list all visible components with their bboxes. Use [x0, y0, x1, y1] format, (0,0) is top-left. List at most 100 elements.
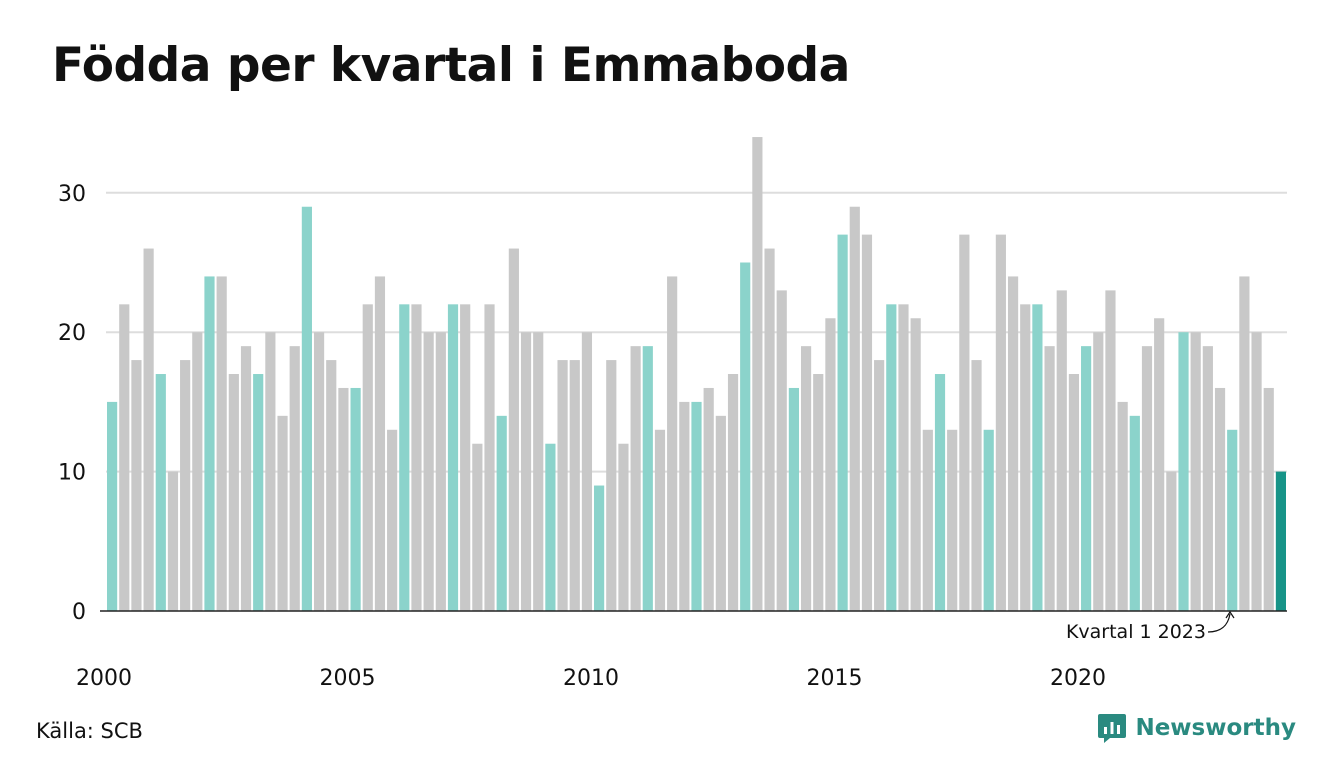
bar [1105, 290, 1116, 611]
bar [679, 401, 690, 611]
bar [1068, 374, 1080, 611]
bar [569, 360, 580, 611]
bar [484, 304, 495, 611]
bar [1275, 471, 1286, 611]
newsworthy-logo-icon [1098, 714, 1127, 743]
bar [313, 332, 325, 611]
x-tick-label: 2020 [1050, 666, 1106, 691]
bar [642, 346, 653, 611]
y-tick-label: 10 [58, 461, 86, 486]
bar [289, 346, 300, 611]
bar [1007, 276, 1019, 611]
bar [362, 304, 373, 611]
annotation-arrowhead [1225, 610, 1235, 619]
bar [387, 429, 398, 611]
bar [447, 304, 459, 611]
bar [1020, 304, 1031, 611]
bar [1263, 387, 1274, 611]
bar [1141, 346, 1153, 611]
bar [837, 234, 848, 611]
bar [1056, 290, 1067, 611]
bar [472, 443, 483, 611]
bar [1239, 276, 1250, 611]
bar [338, 387, 349, 611]
bar [496, 415, 507, 611]
bar [849, 206, 860, 612]
bar [606, 360, 617, 611]
bar [581, 332, 593, 611]
y-axis: 0 10 20 30 [58, 182, 86, 625]
bars [107, 137, 1286, 612]
bar [898, 304, 909, 611]
bar [703, 387, 714, 611]
bar [1129, 415, 1140, 611]
bar [167, 471, 179, 611]
bar [1044, 346, 1055, 611]
bar [983, 429, 994, 611]
annotation: Kvartal 1 2023 [1066, 610, 1235, 643]
bar [533, 332, 544, 611]
bar [691, 401, 702, 611]
bar [947, 429, 958, 611]
bar [1202, 346, 1213, 611]
bar [1251, 332, 1262, 611]
bar [727, 374, 739, 611]
bar [228, 374, 239, 611]
bar [119, 304, 130, 611]
bar [326, 360, 337, 611]
x-tick-label: 2005 [320, 666, 376, 691]
bar [1214, 387, 1226, 611]
bar [435, 332, 446, 611]
bar [192, 332, 203, 611]
brand-logo: Newsworthy [1097, 712, 1296, 744]
x-tick-label: 2015 [807, 666, 863, 691]
bar [934, 374, 946, 611]
bar [995, 234, 1006, 611]
bar [423, 332, 434, 611]
annotation-arrow [1207, 613, 1231, 633]
bar [630, 346, 641, 611]
bar [508, 248, 519, 611]
bar [253, 374, 264, 611]
bar [1032, 304, 1043, 611]
y-tick-label: 20 [58, 321, 86, 346]
bar [740, 262, 751, 611]
bar [1227, 429, 1238, 611]
bar [1093, 332, 1104, 611]
bar [155, 374, 166, 611]
chart-title: Födda per kvartal i Emmaboda [52, 38, 850, 93]
bar [216, 276, 227, 611]
bar [886, 304, 897, 611]
bar [411, 304, 422, 611]
bar [1190, 332, 1201, 611]
bar [374, 276, 386, 611]
bar [874, 360, 885, 611]
x-tick-label: 2000 [76, 666, 132, 691]
bar [813, 374, 824, 611]
bar [971, 360, 982, 611]
x-tick-label: 2010 [563, 666, 619, 691]
bar [1154, 318, 1165, 611]
bar [910, 318, 921, 611]
bar-chart: 0 10 20 30 2000 2005 2010 2015 2020 Kvartal 1 2… [58, 137, 1287, 691]
source-note: Källa: SCB [36, 719, 143, 743]
bar [825, 318, 836, 611]
bar [861, 234, 873, 611]
bar [107, 401, 118, 611]
bar [1081, 346, 1092, 611]
bar [764, 248, 775, 611]
bar [180, 360, 191, 611]
bar [1117, 401, 1128, 611]
bar [788, 387, 799, 611]
bar [1166, 471, 1177, 611]
bar [654, 429, 666, 611]
bar [545, 443, 556, 611]
bar [959, 234, 970, 611]
bar [350, 387, 361, 611]
bar [667, 276, 678, 611]
bar [594, 485, 605, 611]
bar [131, 360, 142, 611]
bar [240, 346, 252, 611]
bar [1178, 332, 1189, 611]
bar [143, 248, 154, 611]
